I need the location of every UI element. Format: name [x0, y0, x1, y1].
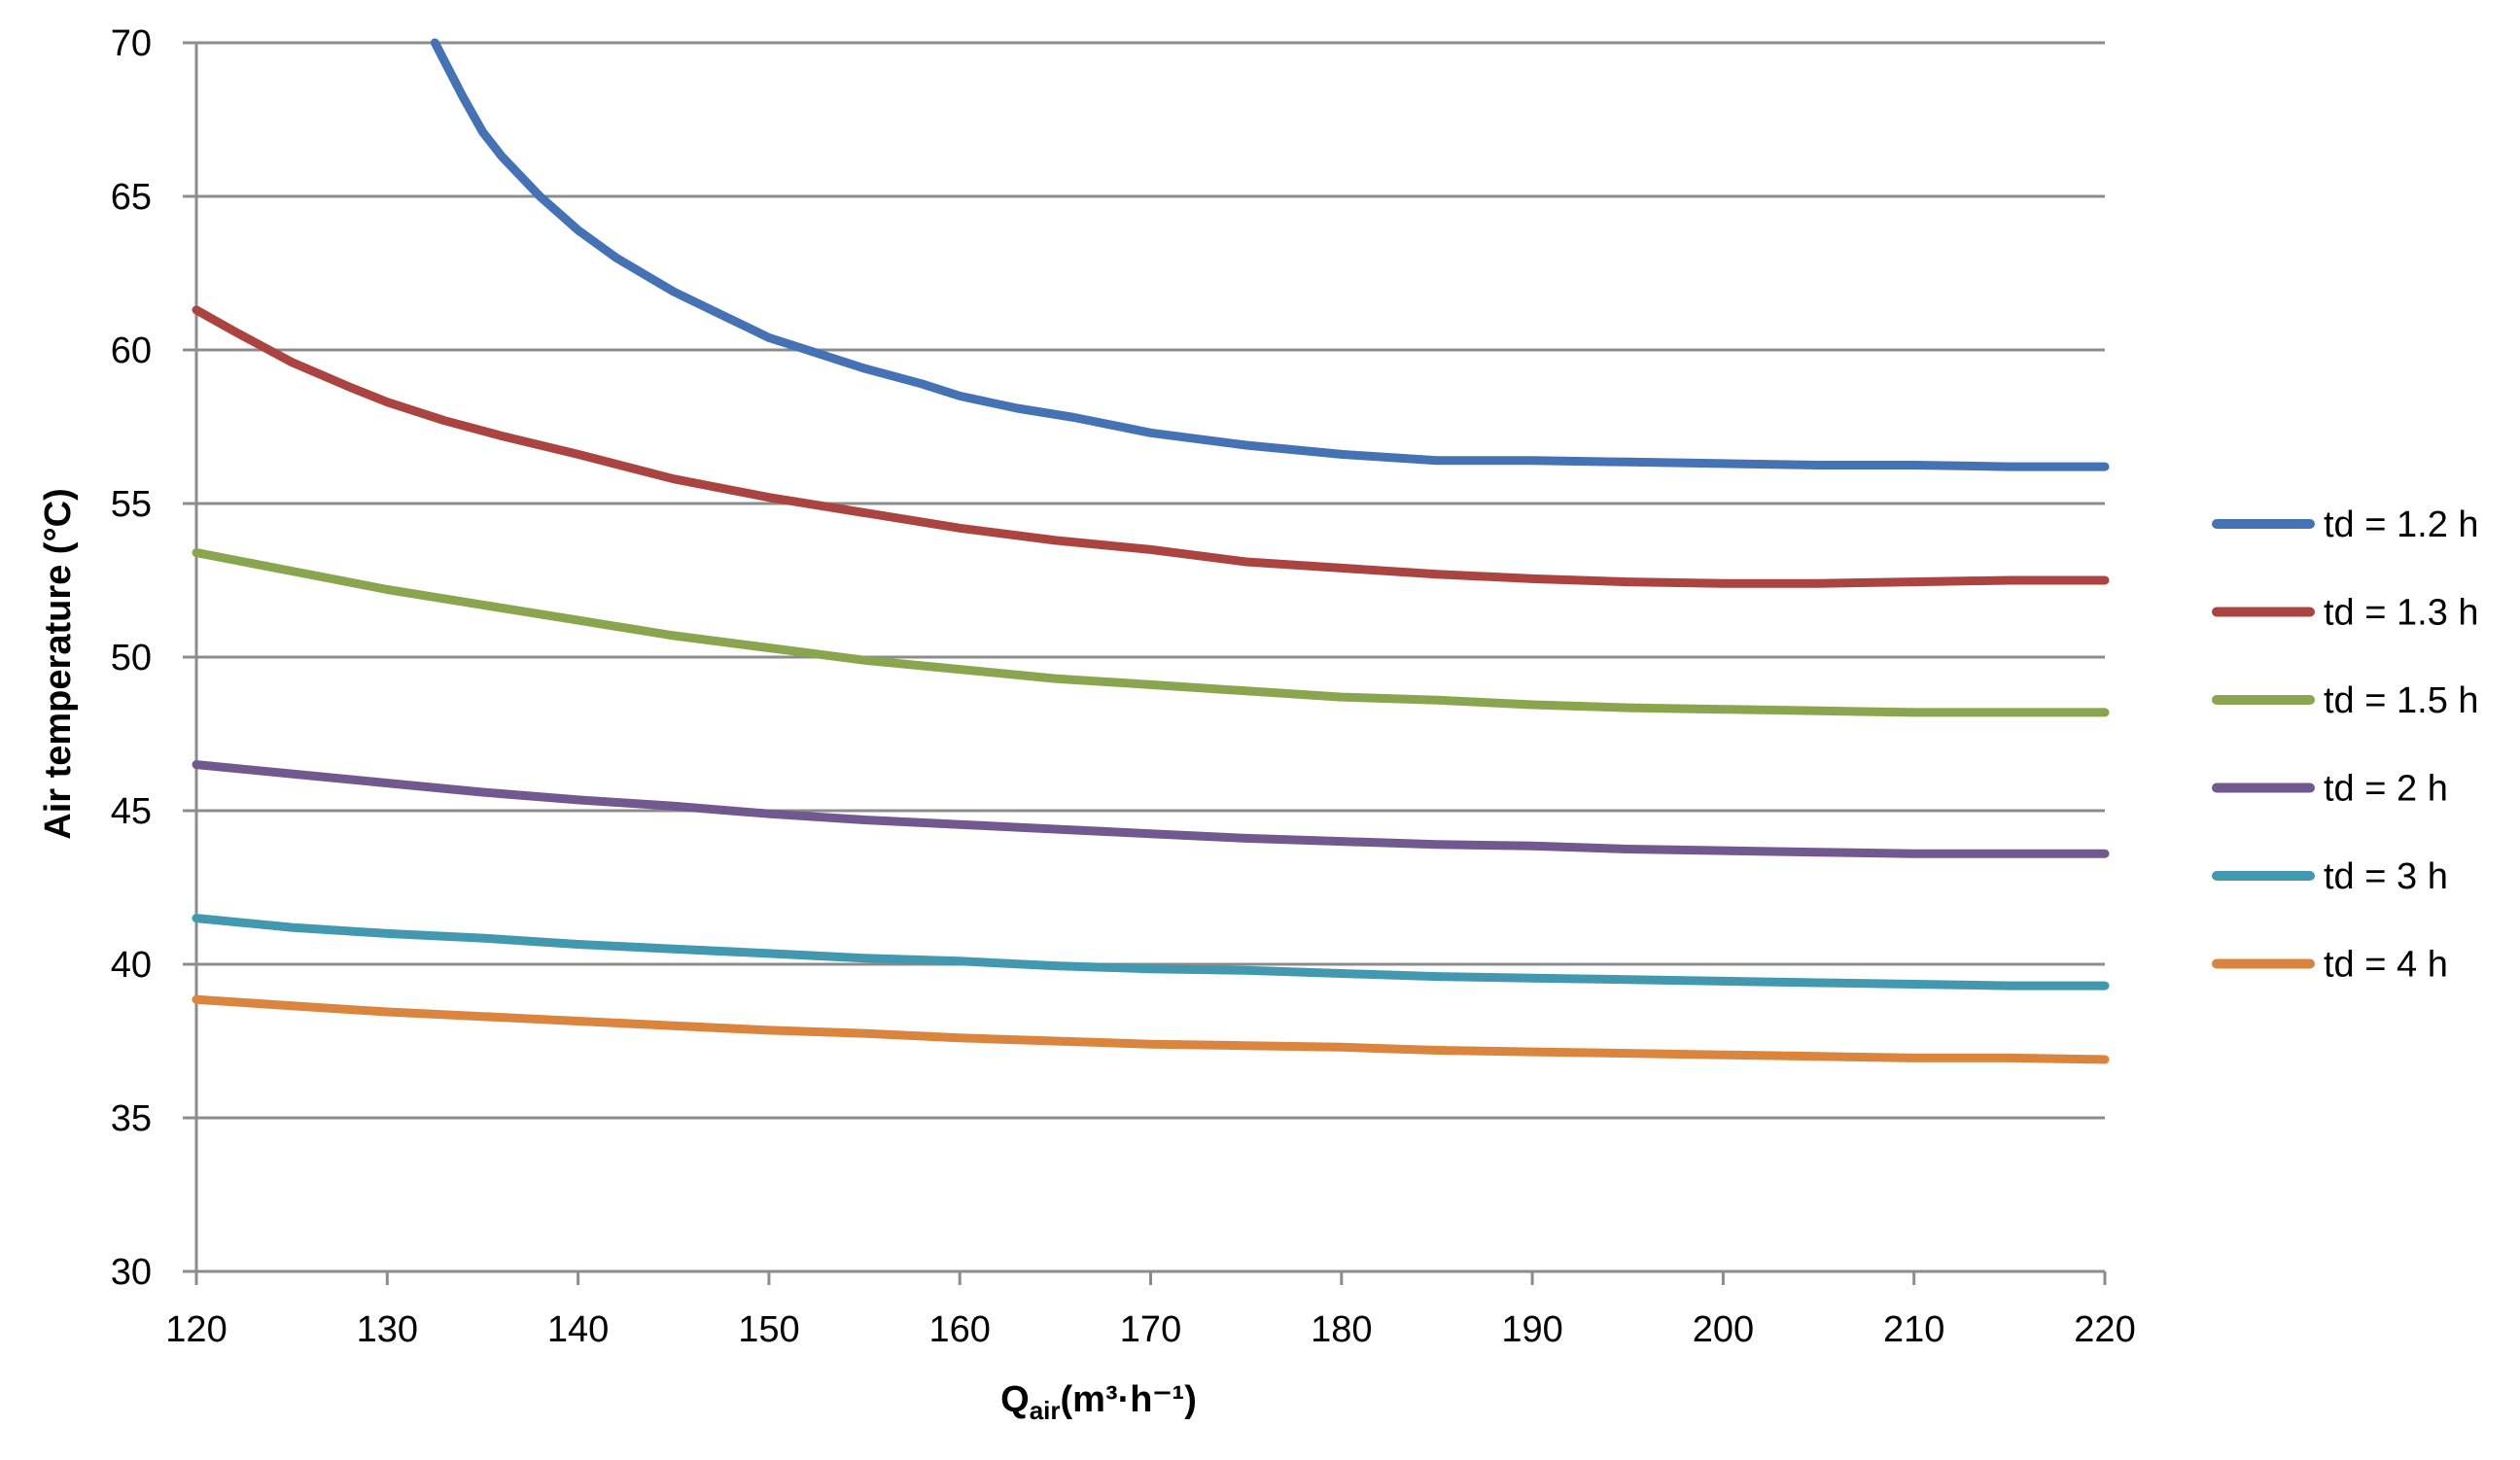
y-tick-label-35: 35 — [111, 1098, 152, 1139]
series-line-4 — [192, 760, 2110, 858]
legend-label-4: td = 2 h — [2324, 769, 2448, 810]
x-tick-label-120: 120 — [165, 1309, 227, 1350]
y-tick-label-55: 55 — [111, 484, 152, 525]
y-tick-label-50: 50 — [111, 638, 152, 678]
y-tick-label-70: 70 — [111, 23, 152, 64]
legend: td = 1.2 h td = 1.3 h td = 1.5 h td = 2 h td… — [2212, 504, 2479, 986]
x-tick-label-220: 220 — [2074, 1309, 2135, 1350]
x-tick-label-200: 200 — [1693, 1309, 1754, 1350]
legend-label-5: td = 3 h — [2324, 856, 2448, 897]
x-tick-label-150: 150 — [738, 1309, 799, 1350]
x-axis-title-main: Q — [1000, 1379, 1030, 1420]
y-tick-label-45: 45 — [111, 791, 152, 832]
series-line-1 — [430, 38, 2110, 471]
x-tick-label-170: 170 — [1120, 1309, 1181, 1350]
y-tick-label-40: 40 — [111, 945, 152, 986]
x-tick-label-160: 160 — [928, 1309, 990, 1350]
y-tick-label-30: 30 — [111, 1252, 152, 1293]
series-line-6 — [192, 994, 2110, 1064]
y-tick-label-60: 60 — [111, 330, 152, 371]
x-axis-title-unit: (m³·h⁻¹) — [1061, 1379, 1197, 1420]
y-axis-title: Air temperature (°C) — [38, 488, 79, 839]
legend-label-6: td = 4 h — [2324, 945, 2448, 986]
x-axis-title: Qair(m³·h⁻¹) — [1000, 1379, 1197, 1425]
legend-label-2: td = 1.3 h — [2324, 593, 2479, 634]
series-line-5 — [192, 914, 2110, 991]
series-line-3 — [192, 548, 2110, 717]
legend-label-3: td = 1.5 h — [2324, 680, 2479, 721]
data-series — [192, 38, 2110, 1064]
series-line-2 — [192, 305, 2110, 588]
tick-labels: 30 35 40 45 50 55 60 65 70 120 130 140 150 160 170 180 1… — [111, 23, 2136, 1350]
x-axis-title-subscript: air — [1030, 1396, 1061, 1425]
y-tick-label-65: 65 — [111, 177, 152, 218]
x-tick-label-180: 180 — [1311, 1309, 1372, 1350]
x-tick-label-130: 130 — [357, 1309, 418, 1350]
grid-lines — [196, 41, 2105, 1120]
x-tick-label-140: 140 — [547, 1309, 609, 1350]
legend-label-1: td = 1.2 h — [2324, 504, 2479, 545]
x-tick-label-190: 190 — [1501, 1309, 1562, 1350]
x-tick-label-210: 210 — [1883, 1309, 1944, 1350]
axes — [183, 41, 2107, 1285]
